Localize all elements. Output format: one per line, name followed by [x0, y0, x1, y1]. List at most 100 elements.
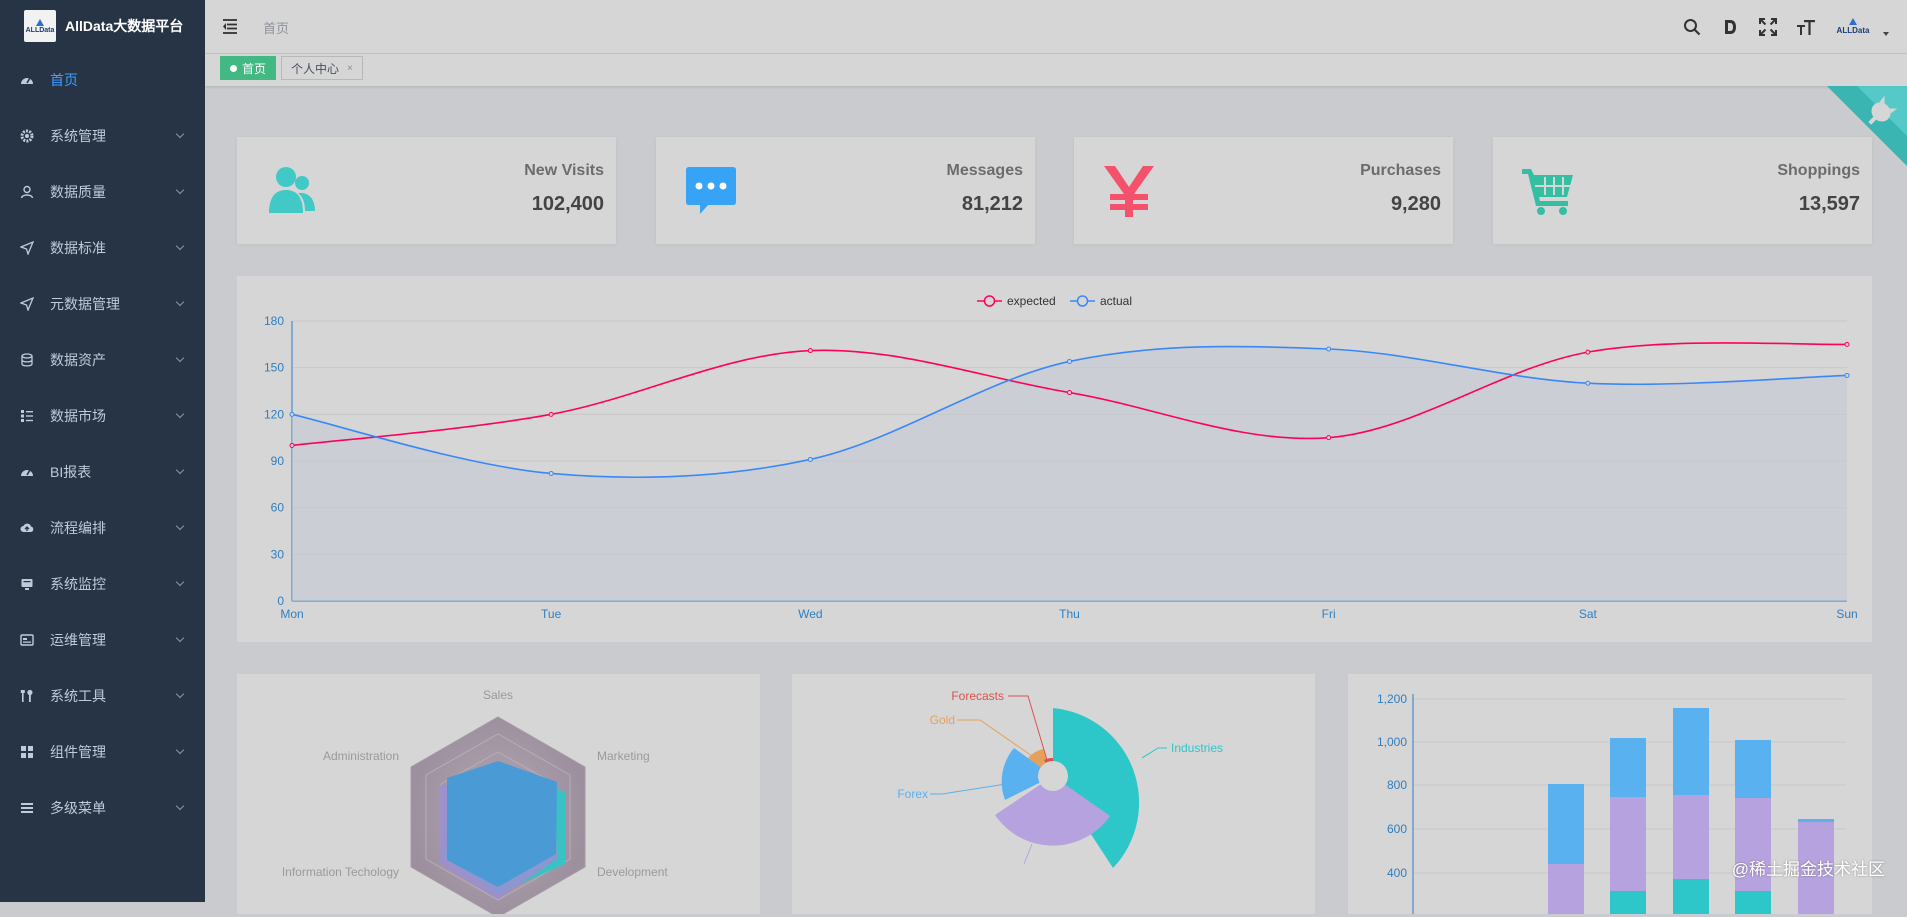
bar-segment[interactable] [1673, 879, 1709, 914]
search-icon[interactable] [1673, 0, 1711, 53]
y-tick-label: 180 [264, 314, 284, 328]
bar-segment[interactable] [1548, 864, 1584, 914]
sidebar-item[interactable]: BI报表 [0, 444, 205, 500]
data-point[interactable] [1326, 346, 1332, 352]
legend-symbol [983, 295, 996, 307]
card-label: New Visits [524, 162, 604, 179]
bar-segment[interactable] [1798, 819, 1834, 820]
sidebar-item[interactable]: 系统监控 [0, 556, 205, 612]
x-tick-label: Sat [1579, 607, 1598, 621]
caret-down-icon[interactable] [1883, 32, 1889, 36]
bar-segment[interactable] [1735, 798, 1771, 891]
radar-grid [425, 733, 571, 901]
sidebar-item[interactable]: 元数据管理 [0, 276, 205, 332]
pie-slice-industries[interactable] [1053, 708, 1140, 868]
sidebar-item[interactable]: 流程编排 [0, 500, 205, 556]
series-area [292, 346, 1847, 601]
data-point[interactable] [1067, 358, 1072, 364]
data-point[interactable] [1067, 390, 1072, 396]
message-icon [684, 163, 738, 217]
sidebar-item[interactable]: 多级菜单 [0, 780, 205, 836]
y-tick-label: 600 [1387, 822, 1407, 836]
bar-segment[interactable] [1735, 740, 1771, 798]
y-tick-label: 60 [271, 501, 285, 515]
sidebar-item[interactable]: 系统工具 [0, 668, 205, 724]
data-point[interactable] [1844, 341, 1850, 347]
bar-segment[interactable] [1610, 738, 1646, 797]
bar-segment[interactable] [1798, 819, 1834, 822]
dashboard-icon [20, 465, 34, 479]
card-label: Shoppings [1777, 162, 1860, 179]
bar-segment[interactable] [1798, 822, 1834, 914]
legend-item[interactable]: actual [1070, 294, 1132, 308]
send-icon [20, 297, 34, 311]
fullscreen-icon[interactable] [1749, 0, 1787, 53]
data-point[interactable] [548, 470, 554, 476]
bar-chart[interactable]: 400 600 800 1,000 1,200 [1348, 674, 1872, 914]
active-dot-icon [230, 64, 237, 72]
card-shoppings[interactable]: Shoppings 13,597 [1493, 137, 1872, 244]
card-purchases[interactable]: Purchases 9,280 [1074, 137, 1453, 244]
tag-home[interactable]: 首页 [220, 56, 277, 80]
breadcrumb[interactable]: 首页 [263, 21, 290, 36]
chevron-down-icon [175, 521, 185, 531]
data-point[interactable] [289, 411, 295, 417]
pie-label: Industries [1171, 741, 1223, 755]
label-line [1141, 747, 1167, 759]
radar-indicator-label: Information Techology [282, 865, 399, 879]
sidebar-item[interactable]: 数据质量 [0, 164, 205, 220]
chevron-down-icon [175, 409, 185, 419]
card-value: 81,212 [961, 193, 1023, 215]
bar-segment[interactable] [1673, 795, 1709, 879]
tag-profile[interactable]: 个人中心 × [281, 56, 363, 80]
bar-segment[interactable] [1735, 891, 1771, 914]
data-point[interactable] [548, 411, 554, 417]
sidebar-item[interactable]: 首页 [0, 52, 205, 108]
data-point[interactable] [807, 456, 813, 462]
document-icon[interactable] [1711, 0, 1749, 53]
close-icon[interactable]: × [347, 62, 353, 74]
grid-icon [20, 745, 34, 759]
bar-segment[interactable] [1610, 797, 1646, 891]
tool-icon [20, 689, 34, 703]
radar-chart-panel: Sales Marketing Development Information … [237, 674, 760, 917]
line-chart[interactable]: 0 30 60 90 120 150 180 Mon Tue Wed Thu Fri Sat Sun exp… [237, 276, 1872, 642]
avatar[interactable]: ALLData [1829, 0, 1877, 53]
radar-indicator-label: Administration [323, 749, 399, 763]
bar-segment[interactable] [1548, 784, 1584, 864]
card-messages[interactable]: Messages 81,212 [656, 137, 1035, 244]
legend-item[interactable]: expected [977, 294, 1056, 308]
chevron-down-icon [175, 129, 185, 139]
pie-chart[interactable]: Forecasts Gold Industries Forex [792, 674, 1315, 914]
pie-slice-forex[interactable] [1001, 748, 1053, 800]
radar-chart[interactable]: Sales Marketing Development Information … [237, 674, 760, 917]
sidebar-item[interactable]: 数据市场 [0, 388, 205, 444]
hamburger-icon[interactable] [222, 17, 240, 35]
sidebar-item[interactable]: 系统管理 [0, 108, 205, 164]
data-point[interactable] [807, 348, 813, 354]
y-tick-label: 1,000 [1377, 735, 1407, 749]
sidebar-item[interactable]: 数据资产 [0, 332, 205, 388]
bar-segment[interactable] [1610, 891, 1646, 914]
bar-segment[interactable] [1673, 708, 1709, 795]
card-new-visits[interactable]: New Visits 102,400 [237, 137, 616, 244]
sidebar-item[interactable]: 组件管理 [0, 724, 205, 780]
pie-slice[interactable] [995, 776, 1110, 846]
user-icon [20, 185, 34, 199]
brand[interactable]: ALLData AllData大数据平台 [0, 0, 205, 52]
data-point[interactable] [1585, 380, 1591, 386]
sidebar-item[interactable]: 运维管理 [0, 612, 205, 668]
data-point[interactable] [1326, 435, 1332, 441]
data-point[interactable] [289, 442, 295, 448]
font-size-icon[interactable] [1787, 0, 1825, 53]
sidebar-menu: 首页 系统管理 数据质量 数据标准 元数据管理 数据资产 数据市场 BI报表 流程编排 系统监控运… [0, 52, 205, 836]
data-point[interactable] [1844, 372, 1850, 378]
pie-label: Forex [897, 787, 928, 801]
chevron-down-icon [175, 689, 185, 699]
brand-logo: ALLData [24, 10, 56, 42]
radar-indicator-label: Sales [483, 688, 513, 702]
sidebar-item[interactable]: 数据标准 [0, 220, 205, 276]
data-point[interactable] [1585, 349, 1591, 355]
x-tick-label: Mon [280, 607, 303, 621]
github-corner-icon[interactable] [1827, 86, 1907, 166]
